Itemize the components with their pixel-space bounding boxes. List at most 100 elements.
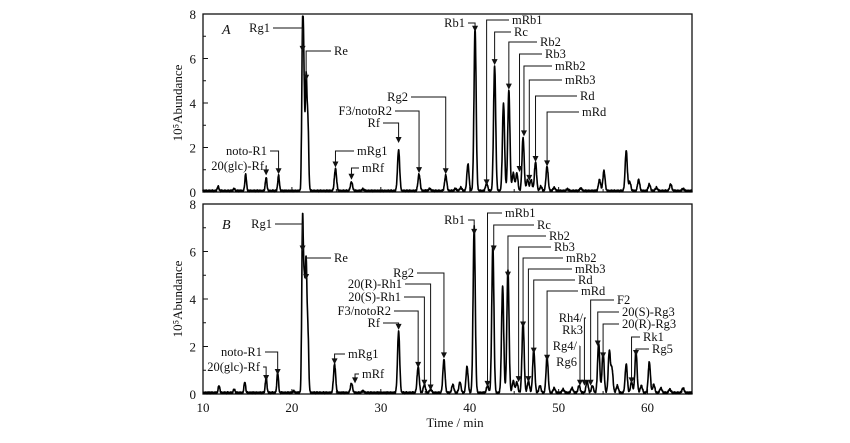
annotation-leader <box>350 167 359 175</box>
annotation-leader <box>528 79 562 176</box>
annotation-leader <box>468 219 475 230</box>
annotation-leader <box>583 317 586 381</box>
peak-label: 20(S)-Rh1 <box>348 290 401 304</box>
annotation-arrow-icon <box>504 271 511 278</box>
peak-label: Rf <box>368 316 381 330</box>
y-axis-title: 10⁵Abundance <box>170 260 185 337</box>
peak-label: 20(S)-Rg3 <box>622 305 675 319</box>
y-tick-label: 6 <box>190 52 197 67</box>
peak-label: mRd <box>581 284 606 298</box>
annotation-arrow-icon <box>532 155 539 162</box>
peak-label: Rd <box>580 89 595 103</box>
annotation-arrow-icon <box>628 377 635 384</box>
annotation-arrow-icon <box>484 380 491 387</box>
annotation-leader <box>533 279 575 349</box>
annotation-leader <box>334 353 345 360</box>
annotation-leader <box>275 223 304 247</box>
peak-label: mRb1 <box>505 206 536 220</box>
annotation-arrow-icon <box>491 59 498 66</box>
x-tick-label: 60 <box>641 400 654 415</box>
peak-label: Rb3 <box>545 47 566 61</box>
y-tick-label: 4 <box>190 96 197 111</box>
peak-point <box>304 299 305 300</box>
x-tick-label: 40 <box>463 400 476 415</box>
annotation-arrow-icon <box>632 350 639 356</box>
peak-label: F3/notoR2 <box>338 304 392 318</box>
peak-label: Rc <box>514 25 528 39</box>
annotation-leader <box>334 150 354 163</box>
panel-letter: B <box>222 218 231 233</box>
peak-label: mRf <box>362 367 385 381</box>
annotation-arrow-icon <box>520 321 527 328</box>
annotation-arrow-icon <box>303 74 310 81</box>
x-tick-label: 20 <box>285 400 298 415</box>
annotation-leader <box>631 336 640 379</box>
annotation-arrow-icon <box>395 323 402 330</box>
x-tick-label: 50 <box>552 400 565 415</box>
annotation-leader <box>273 27 304 47</box>
annotation-leader <box>493 224 534 247</box>
annotation-leader <box>535 95 577 157</box>
annotation-arrow-icon <box>332 161 339 168</box>
annotation-arrow-icon <box>600 352 607 359</box>
peak-label: Rb2 <box>540 35 561 49</box>
peak-label: mRb1 <box>512 13 543 27</box>
y-tick-label: 0 <box>190 387 197 402</box>
y-tick-label: 6 <box>190 245 197 260</box>
annotation-leader <box>383 122 400 139</box>
annotation-arrow-icon <box>395 137 402 144</box>
annotation-leader <box>546 111 579 162</box>
annotation-leader <box>546 290 578 356</box>
peak-label: noto-R1 <box>221 345 262 359</box>
annotation-arrow-icon <box>299 245 306 252</box>
annotation-arrow-icon <box>427 384 434 391</box>
y-axis-title: 10⁵Abundance <box>170 64 185 141</box>
annotation-leader <box>518 246 551 378</box>
peak-label: 20(R)-Rh1 <box>348 277 402 291</box>
annotation-leader <box>523 65 552 132</box>
annotation-leader <box>527 268 572 378</box>
peak-label: Rb1 <box>444 16 465 30</box>
peak-label: Rb3 <box>554 240 575 254</box>
annotation-arrow-icon <box>505 83 512 90</box>
annotation-arrow-icon <box>442 168 449 175</box>
annotation-leader <box>305 257 331 275</box>
annotation-arrow-icon <box>520 130 527 137</box>
annotation-leader <box>405 283 432 386</box>
peak-label: Rf <box>368 116 381 130</box>
annotation-leader <box>590 299 614 381</box>
annotation-leader <box>417 272 445 354</box>
annotation-arrow-icon <box>576 379 583 386</box>
peak-label: mRb2 <box>566 251 597 265</box>
annotation-arrow-icon <box>415 361 422 368</box>
chromatogram-trace <box>202 15 693 193</box>
peak-label: Rg4/ <box>553 339 578 353</box>
annotation-leader <box>395 110 420 169</box>
annotation-arrow-icon <box>472 25 479 32</box>
peak-label: Rb2 <box>549 229 570 243</box>
x-axis-title: Time / min <box>426 415 484 430</box>
annotation-arrow-icon <box>526 174 533 181</box>
peak-label: 20(glc)-Rf <box>207 360 261 374</box>
annotation-leader <box>486 19 509 181</box>
annotation-arrow-icon <box>303 274 310 280</box>
peak-label: Rg2 <box>393 266 414 280</box>
annotation-arrow-icon <box>490 245 497 252</box>
annotation-arrow-icon <box>544 354 551 361</box>
annotation-arrow-icon <box>299 45 306 52</box>
peak-label: Rg6 <box>556 355 577 369</box>
x-tick-label: 30 <box>374 400 387 415</box>
annotation-arrow-icon <box>587 379 594 386</box>
annotation-leader <box>494 31 511 61</box>
annotation-arrow-icon <box>421 379 428 386</box>
annotation-arrow-icon <box>263 169 270 176</box>
annotation-arrow-icon <box>516 165 523 172</box>
peak-label: F2 <box>617 293 630 307</box>
annotation-arrow-icon <box>440 352 447 359</box>
annotation-arrow-icon <box>544 160 551 167</box>
annotation-arrow-icon <box>515 376 522 383</box>
y-tick-label: 2 <box>190 340 197 355</box>
annotation-arrow-icon <box>348 173 355 180</box>
annotation-leader <box>522 257 563 323</box>
